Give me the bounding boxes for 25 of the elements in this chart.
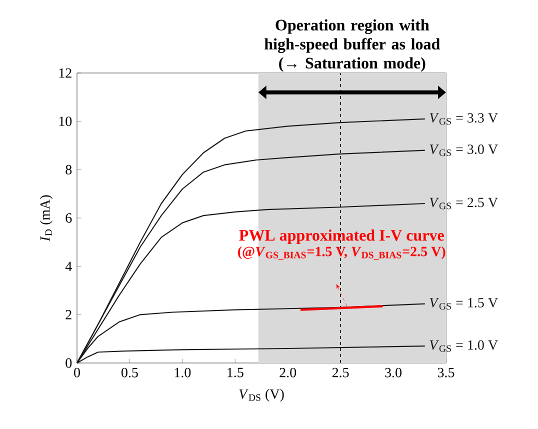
y-axis-title: I$_{D}$ (mA) <box>40 195 53 242</box>
annotation: (@V$_{GS_BIAS}$=1.5 V, V$_{DS_BIAS}$=2.5 V) <box>238 246 446 260</box>
x-tick-label: 3.0 <box>385 368 402 378</box>
series-label: V$_{GS}$ = 2.5 V <box>430 198 498 210</box>
y-tick-label: 2 <box>66 310 72 320</box>
y-tick-label: 0 <box>66 358 72 368</box>
y-tick-label: 4 <box>65 262 72 271</box>
band-label: Operation region with high-speed buffer as load (→ Saturation mode) <box>264 19 440 72</box>
y-tick-label: 8 <box>66 164 72 174</box>
x-tick-label: 0.5 <box>122 368 138 378</box>
series-label: V$_{GS}$ = 1.5 V <box>430 298 498 310</box>
x-tick-label: 0 <box>74 368 80 378</box>
x-tick-label: 2.5 <box>332 368 349 378</box>
x-tick-label: 1.0 <box>174 368 191 378</box>
y-tick-label: 6 <box>66 213 72 223</box>
series-label: V$_{GS}$ = 3.3 V <box>430 113 498 125</box>
x-tick-label: 2.0 <box>280 368 296 378</box>
series-label: V$_{GS}$ = 1.0 V <box>430 340 498 352</box>
x-tick-label: 1.5 <box>228 368 244 378</box>
y-tick-label: 10 <box>59 116 72 126</box>
series-label: V$_{GS}$ = 3.0 V <box>430 144 498 156</box>
y-tick-label: 12 <box>59 68 72 78</box>
x-axis-title: V$_{DS}$ (V) <box>239 388 284 402</box>
text: PWL approximated I-V curve <box>239 229 444 244</box>
x-tick-label: 3.5 <box>438 368 454 378</box>
